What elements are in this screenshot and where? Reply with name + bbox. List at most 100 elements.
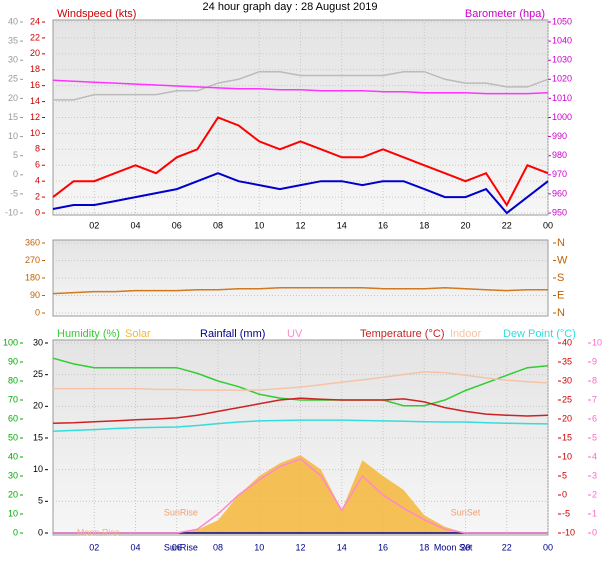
legend-label: Dew Point (°C) (503, 328, 576, 340)
y4-tick-label: 10 (592, 337, 602, 347)
y4-tick-label: 2 (592, 489, 597, 499)
y3-tick-label: 15 (8, 112, 18, 122)
y3-tick-label: 30 (8, 470, 18, 480)
x-tick-label: 08 (213, 220, 223, 230)
y2-tick-label: W (557, 254, 568, 266)
y2-tick-label: 1010 (552, 93, 572, 103)
y2-tick-label: -5 (562, 508, 570, 518)
y4-tick-label: 3 (592, 470, 597, 480)
legend-label: Solar (125, 328, 151, 340)
y2-tick-label: 1050 (552, 16, 572, 26)
y2-tick-label: 20 (562, 413, 572, 423)
x-tick-label: 12 (295, 542, 305, 552)
title: 24 hour graph day : 28 August 2019 (203, 1, 378, 13)
annotation: SunSet (451, 507, 481, 517)
y3-tick-label: 5 (13, 150, 18, 160)
annotation: Moon Rise (77, 527, 120, 537)
y-tick-label: 4 (35, 176, 40, 186)
y2-tick-label: -10 (562, 527, 575, 537)
area (53, 455, 548, 533)
y2-tick-label: 5 (562, 470, 567, 480)
x-tick-label: 18 (419, 220, 429, 230)
y-tick-label: 360 (25, 237, 40, 247)
line (52, 116, 549, 207)
line (52, 397, 549, 424)
y-tick-label: 24 (30, 16, 40, 26)
x-tick-label: 22 (502, 542, 512, 552)
line (53, 458, 548, 534)
y2-tick-label: 1020 (552, 74, 572, 84)
y2-tick-label: N (557, 237, 565, 249)
x-tick-label: 06 (172, 542, 182, 552)
x-tick-label: 10 (254, 220, 264, 230)
x-tick-label: 02 (89, 220, 99, 230)
y-tick-label: 15 (33, 432, 43, 442)
y-tick-label: 12 (30, 112, 40, 122)
y-tick-label: 10 (33, 464, 43, 474)
line (52, 79, 549, 95)
y-tick-label: 5 (38, 496, 43, 506)
y-tick-label: 0 (38, 527, 43, 537)
y-tick-label: 18 (30, 64, 40, 74)
y3-tick-label: -10 (5, 207, 18, 217)
legend-label: UV (287, 328, 303, 340)
y3-tick-label: 60 (8, 413, 18, 423)
x-tick-label: 20 (460, 542, 470, 552)
x-tick-label: 16 (378, 542, 388, 552)
y-tick-label: 0 (35, 307, 40, 317)
y3-tick-label: -5 (10, 188, 18, 198)
line (52, 419, 549, 432)
x-tick-label: 14 (337, 220, 347, 230)
x-tick-label: 10 (254, 542, 264, 552)
y2-tick-label: 960 (552, 188, 567, 198)
x-tick-label: 12 (295, 220, 305, 230)
y3-tick-label: 0 (13, 527, 18, 537)
annotation: SunRise (164, 542, 198, 552)
y3-tick-label: 50 (8, 432, 18, 442)
x-tick-label: 04 (130, 542, 140, 552)
y2-tick-label: 0 (562, 489, 567, 499)
y2-axis-label: Barometer (hpa) (465, 8, 545, 20)
y3-tick-label: 100 (3, 337, 18, 347)
y-tick-label: 6 (35, 160, 40, 170)
legend-label: Temperature (°C) (360, 328, 444, 340)
line (52, 357, 549, 407)
y3-tick-label: 20 (8, 93, 18, 103)
x-tick-label: 16 (378, 220, 388, 230)
y4-tick-label: 5 (592, 432, 597, 442)
y4-tick-label: 9 (592, 356, 597, 366)
y-tick-label: 0 (35, 207, 40, 217)
y2-tick-label: 40 (562, 337, 572, 347)
y2-tick-label: 35 (562, 356, 572, 366)
x-tick-label: 02 (89, 542, 99, 552)
y2-tick-label: 1040 (552, 35, 572, 45)
y-tick-label: 14 (30, 96, 40, 106)
legend-label: Indoor (450, 328, 482, 340)
y3-tick-label: 25 (8, 74, 18, 84)
y4-tick-label: 8 (592, 375, 597, 385)
x-tick-label: 20 (460, 220, 470, 230)
y4-tick-label: 7 (592, 394, 597, 404)
x-tick-label: 22 (502, 220, 512, 230)
y-tick-label: 10 (30, 128, 40, 138)
x-tick-label: 18 (419, 542, 429, 552)
legend-label: Humidity (%) (57, 328, 120, 340)
y2-tick-label: N (557, 307, 565, 319)
y3-tick-label: 90 (8, 356, 18, 366)
y-tick-label: 20 (33, 401, 43, 411)
y3-tick-label: 40 (8, 16, 18, 26)
y3-tick-label: 10 (8, 131, 18, 141)
y-tick-label: 2 (35, 191, 40, 201)
y-tick-label: 270 (25, 255, 40, 265)
y2-tick-label: E (557, 289, 564, 301)
y-axis-label: Windspeed (kts) (57, 8, 136, 20)
y3-tick-label: 0 (13, 169, 18, 179)
y-tick-label: 16 (30, 80, 40, 90)
y4-tick-label: 0 (592, 527, 597, 537)
line (53, 371, 549, 391)
y2-tick-label: 990 (552, 131, 567, 141)
y-tick-label: 8 (35, 144, 40, 154)
x-tick-label: 06 (172, 220, 182, 230)
y3-tick-label: 70 (8, 394, 18, 404)
y3-tick-label: 30 (8, 55, 18, 65)
